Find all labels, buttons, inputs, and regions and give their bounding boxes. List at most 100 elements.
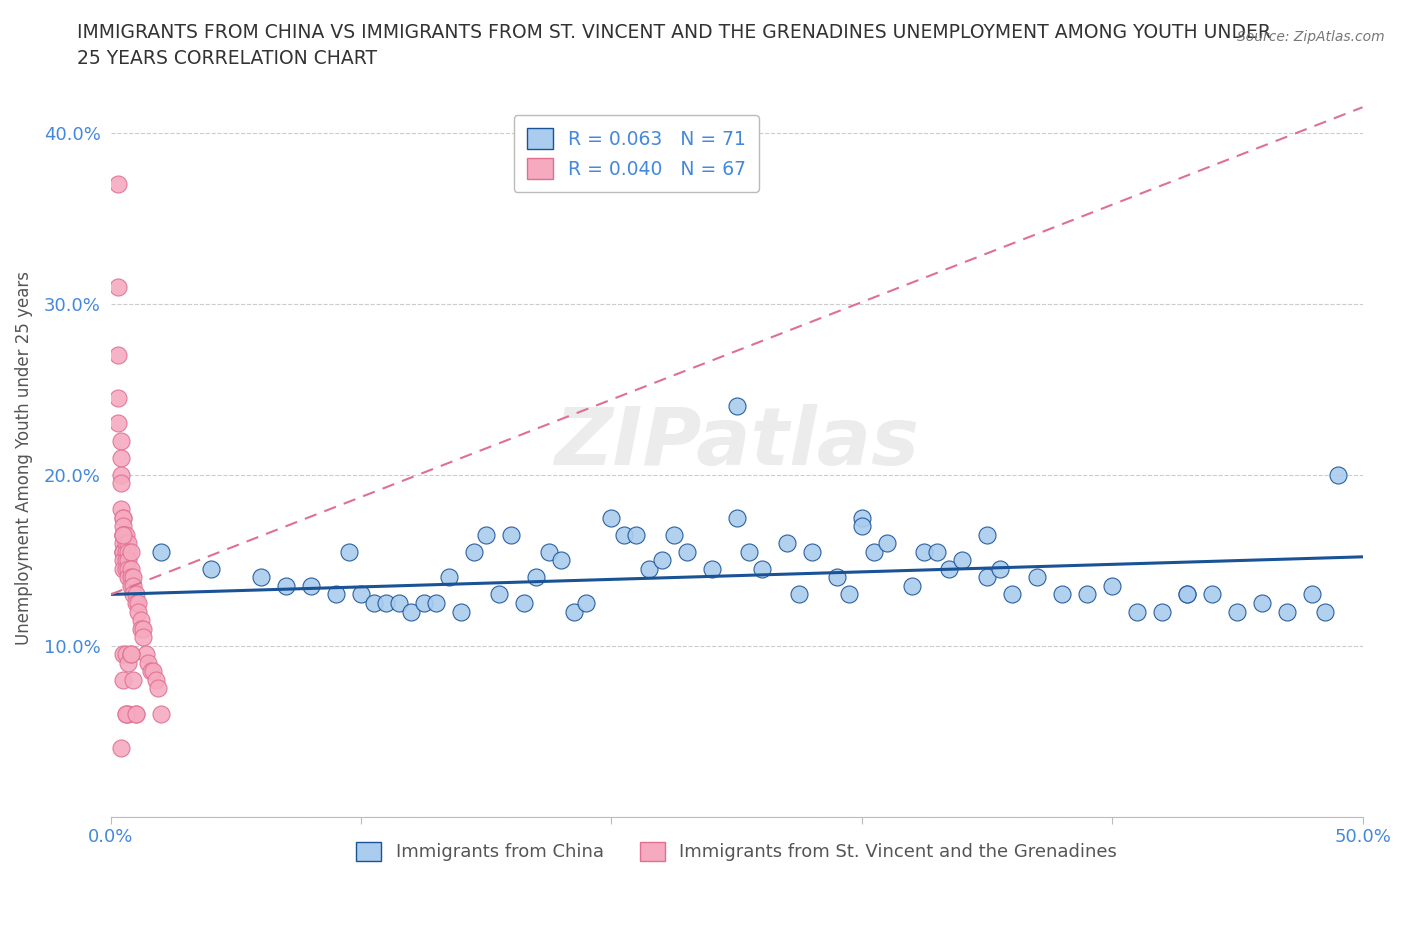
Point	[412, 595, 434, 610]
Point	[825, 570, 848, 585]
Point	[110, 476, 132, 491]
Point	[122, 672, 145, 687]
Point	[725, 510, 748, 525]
Point	[117, 707, 139, 722]
Point	[912, 544, 935, 559]
Point	[1326, 468, 1348, 483]
Point	[112, 510, 135, 525]
Point	[117, 562, 139, 577]
Point	[851, 510, 873, 525]
Point	[112, 510, 135, 525]
Point	[117, 536, 139, 551]
Point	[1152, 604, 1174, 619]
Point	[120, 647, 142, 662]
Point	[1076, 587, 1098, 602]
Point	[1301, 587, 1323, 602]
Text: Source: ZipAtlas.com: Source: ZipAtlas.com	[1237, 30, 1385, 44]
Point	[149, 544, 172, 559]
Point	[114, 552, 136, 567]
Point	[112, 536, 135, 551]
Point	[127, 595, 149, 610]
Point	[112, 519, 135, 534]
Point	[501, 527, 523, 542]
Point	[107, 177, 129, 192]
Point	[110, 741, 132, 756]
Point	[132, 621, 155, 636]
Point	[776, 536, 799, 551]
Point	[107, 416, 129, 431]
Point	[1226, 604, 1249, 619]
Point	[1175, 587, 1198, 602]
Point	[107, 391, 129, 405]
Point	[562, 604, 585, 619]
Point	[1313, 604, 1336, 619]
Point	[751, 562, 773, 577]
Point	[475, 527, 498, 542]
Point	[600, 510, 623, 525]
Point	[463, 544, 485, 559]
Text: 25 YEARS CORRELATION CHART: 25 YEARS CORRELATION CHART	[77, 49, 377, 68]
Point	[120, 647, 142, 662]
Point	[129, 621, 152, 636]
Point	[112, 552, 135, 567]
Point	[110, 501, 132, 516]
Point	[337, 544, 360, 559]
Point	[638, 562, 661, 577]
Point	[1050, 587, 1073, 602]
Point	[110, 468, 132, 483]
Point	[388, 595, 411, 610]
Point	[299, 578, 322, 593]
Point	[1126, 604, 1149, 619]
Point	[1175, 587, 1198, 602]
Point	[575, 595, 598, 610]
Point	[107, 348, 129, 363]
Point	[112, 562, 135, 577]
Point	[1101, 578, 1123, 593]
Point	[437, 570, 460, 585]
Point	[139, 664, 162, 679]
Point	[1277, 604, 1299, 619]
Point	[350, 587, 373, 602]
Point	[838, 587, 860, 602]
Point	[127, 604, 149, 619]
Point	[325, 587, 347, 602]
Point	[725, 399, 748, 414]
Point	[112, 544, 135, 559]
Point	[110, 450, 132, 465]
Point	[112, 672, 135, 687]
Point	[120, 578, 142, 593]
Point	[112, 544, 135, 559]
Point	[363, 595, 385, 610]
Point	[976, 527, 998, 542]
Point	[120, 562, 142, 577]
Point	[112, 544, 135, 559]
Point	[112, 647, 135, 662]
Point	[142, 664, 165, 679]
Y-axis label: Unemployment Among Youth under 25 years: Unemployment Among Youth under 25 years	[15, 271, 32, 644]
Point	[1251, 595, 1274, 610]
Point	[117, 544, 139, 559]
Point	[675, 544, 697, 559]
Point	[450, 604, 472, 619]
Point	[110, 433, 132, 448]
Point	[114, 527, 136, 542]
Point	[122, 587, 145, 602]
Point	[550, 552, 572, 567]
Point	[950, 552, 973, 567]
Point	[125, 595, 148, 610]
Point	[651, 552, 673, 567]
Point	[122, 578, 145, 593]
Legend: Immigrants from China, Immigrants from St. Vincent and the Grenadines: Immigrants from China, Immigrants from S…	[349, 834, 1125, 869]
Point	[399, 604, 422, 619]
Point	[135, 647, 157, 662]
Point	[976, 570, 998, 585]
Point	[112, 527, 135, 542]
Point	[800, 544, 823, 559]
Point	[112, 527, 135, 542]
Point	[626, 527, 648, 542]
Point	[114, 707, 136, 722]
Point	[114, 647, 136, 662]
Point	[988, 562, 1011, 577]
Point	[117, 552, 139, 567]
Point	[425, 595, 447, 610]
